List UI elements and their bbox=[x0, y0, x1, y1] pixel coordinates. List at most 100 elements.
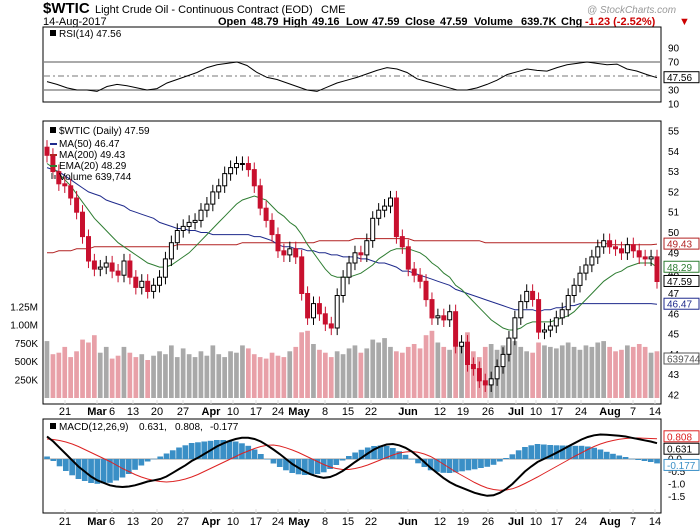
volume-bar bbox=[506, 344, 512, 398]
volume-bar bbox=[559, 345, 565, 398]
macd-hist-tag-box bbox=[663, 458, 700, 471]
candlestick bbox=[251, 162, 257, 193]
candle-body bbox=[577, 272, 583, 286]
x-tick-label: 6 bbox=[109, 516, 115, 528]
volume-bar bbox=[50, 354, 56, 398]
candle-body bbox=[536, 299, 542, 333]
low-value: 47.59 bbox=[372, 16, 400, 28]
macd-histogram-bar bbox=[346, 456, 352, 459]
chg-value: -1.23 (-2.52%) bbox=[585, 16, 656, 28]
macd-histogram-bar bbox=[100, 459, 107, 484]
candle-body bbox=[103, 262, 109, 268]
volume-bar bbox=[488, 344, 494, 398]
volume-bar bbox=[554, 348, 559, 398]
close-label: Close bbox=[405, 16, 435, 28]
close-value: 47.59 bbox=[440, 16, 468, 28]
low-label: Low bbox=[346, 16, 368, 28]
candlestick bbox=[204, 197, 210, 218]
macd-histogram-bar bbox=[452, 459, 459, 473]
candlestick bbox=[405, 239, 411, 277]
candle-body bbox=[435, 315, 441, 319]
close-tag-box bbox=[663, 274, 700, 287]
candle-body bbox=[607, 240, 613, 248]
volume-bar bbox=[619, 349, 624, 398]
candlestick bbox=[636, 243, 642, 265]
macd-histogram-bar bbox=[377, 445, 384, 459]
macd-histogram-bar bbox=[88, 459, 94, 483]
candlestick bbox=[607, 233, 613, 254]
ma50-tag: 46.47 bbox=[663, 297, 700, 311]
chart-header: $WTIC Light Crude Oil - Continuous Contr… bbox=[43, 0, 690, 28]
macd-histogram-bar bbox=[541, 444, 547, 459]
macd-histogram-bar bbox=[408, 459, 415, 460]
x-tick-label: 20 bbox=[151, 406, 163, 418]
candle-body bbox=[411, 268, 417, 276]
candle-body bbox=[636, 250, 642, 258]
x-tick-label: 15 bbox=[342, 406, 354, 418]
candlestick bbox=[192, 213, 198, 230]
candlestick bbox=[364, 233, 370, 262]
ma200-tag: 49.43 bbox=[663, 237, 700, 251]
candle-body bbox=[97, 266, 103, 270]
candlestick bbox=[103, 255, 109, 275]
candlestick bbox=[583, 257, 589, 281]
candle-body bbox=[222, 173, 228, 187]
macd-histogram-bar bbox=[585, 446, 591, 459]
price-tick-53: 53 bbox=[668, 167, 680, 178]
macd-histogram-bar bbox=[333, 459, 340, 465]
candle-body bbox=[624, 244, 630, 254]
volume-tag-text: 639744 bbox=[667, 355, 700, 366]
volume-bar bbox=[228, 351, 233, 398]
candlestick bbox=[311, 296, 316, 325]
candlestick bbox=[494, 359, 500, 386]
candlestick bbox=[518, 294, 524, 325]
ma50-legend-label: MA(50) 46.47 bbox=[59, 139, 120, 150]
volume-tick: 250K bbox=[15, 375, 39, 386]
exchange-label: CME bbox=[321, 4, 345, 16]
candle-body bbox=[500, 353, 506, 368]
candle-body bbox=[530, 290, 536, 300]
macd-histogram-bar bbox=[603, 451, 610, 460]
candlestick bbox=[275, 227, 281, 258]
candlestick bbox=[358, 245, 364, 262]
candlestick bbox=[447, 304, 453, 327]
macd-histogram-bar bbox=[339, 459, 346, 461]
ma50-line bbox=[46, 167, 658, 313]
x-tick-label: 22 bbox=[365, 516, 377, 528]
x-tick-label: 26 bbox=[482, 516, 494, 528]
macd-signal-tag-text: 0.808 bbox=[667, 432, 692, 443]
candle-body bbox=[429, 299, 435, 319]
macd-histogram-bar bbox=[478, 459, 484, 468]
macd-histogram-bar bbox=[81, 459, 88, 481]
candlestick bbox=[642, 249, 648, 267]
candlestick bbox=[281, 243, 287, 262]
macd-histogram-bar bbox=[157, 456, 164, 459]
macd-histogram-bar bbox=[371, 446, 377, 459]
price-tick-52: 52 bbox=[668, 187, 680, 198]
symbol-label: $WTIC bbox=[43, 0, 90, 17]
candlestick bbox=[245, 156, 251, 177]
macd-histogram-bar bbox=[75, 459, 82, 479]
price-tick-45: 45 bbox=[668, 330, 680, 341]
macd-value-tag-box bbox=[663, 442, 700, 455]
macd-histogram-bar bbox=[201, 441, 208, 459]
candlestick bbox=[186, 215, 192, 234]
candle-body bbox=[62, 183, 68, 187]
volume-bar bbox=[530, 352, 535, 398]
volume-legend-icon bbox=[51, 173, 53, 179]
candle-body bbox=[287, 248, 293, 256]
candlestick bbox=[127, 253, 133, 285]
candle-body bbox=[488, 378, 494, 386]
candlestick bbox=[488, 371, 494, 392]
candle-body bbox=[642, 256, 648, 260]
volume-bar bbox=[80, 339, 85, 398]
candle-body bbox=[174, 230, 180, 244]
volume-bar bbox=[411, 344, 417, 398]
candlestick bbox=[62, 176, 68, 193]
volume-bar bbox=[352, 345, 358, 398]
x-tick-label: 6 bbox=[109, 406, 115, 418]
macd-tick: -1.5 bbox=[668, 492, 686, 503]
ma200-line bbox=[47, 238, 658, 254]
price-plot: 1.25M1.00M750K500K250K555453525150494847… bbox=[10, 127, 700, 402]
